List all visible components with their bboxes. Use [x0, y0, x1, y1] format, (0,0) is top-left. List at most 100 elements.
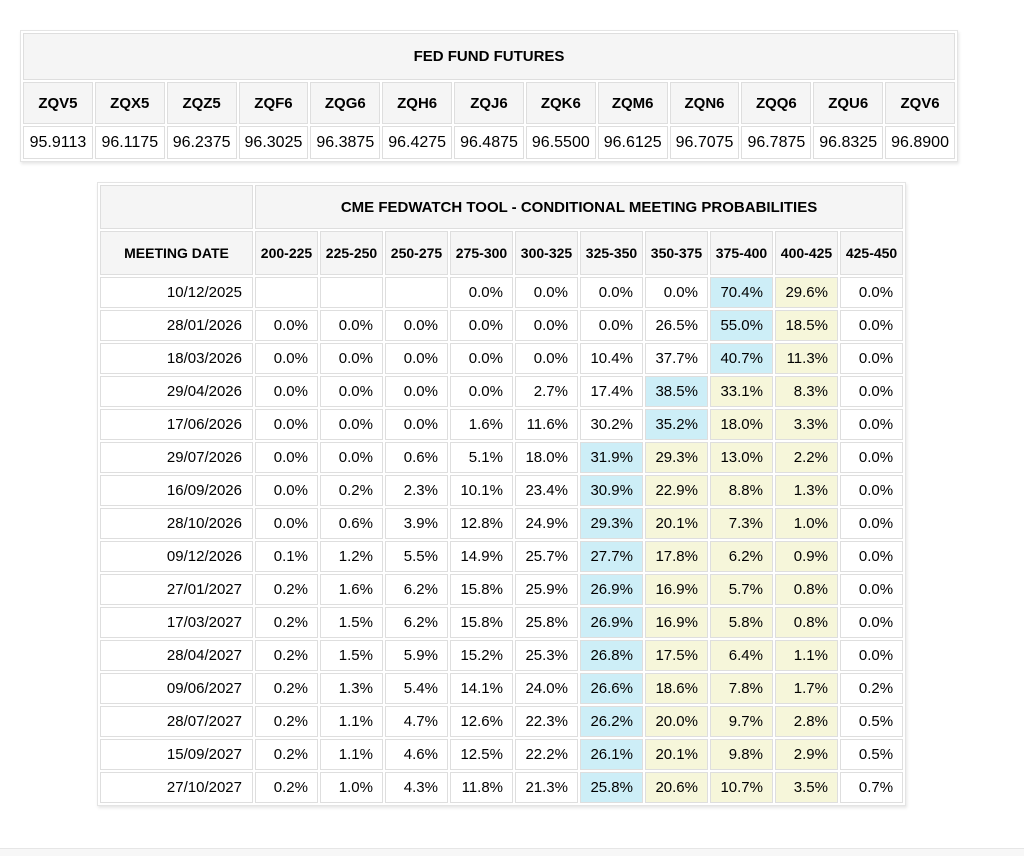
probability-cell: 11.3% [775, 343, 838, 374]
probability-cell: 1.7% [775, 673, 838, 704]
futures-symbol-cell: ZQJ6 [454, 82, 524, 124]
probability-cell: 5.1% [450, 442, 513, 473]
fedwatch-row: 28/10/2026 0.0% 0.6% 3.9% 12.8% 24.9% 29.3% 20.… [100, 508, 904, 539]
fedwatch-row: 29/04/2026 0.0% 0.0% 0.0% 0.0% 2.7% 17.4% 38.5%… [100, 376, 904, 407]
probability-cell: 0.0% [840, 508, 904, 539]
probability-cell: 5.7% [710, 574, 773, 605]
probability-cell: 0.2% [255, 673, 318, 704]
fedwatch-section: CME FEDWATCH TOOL - CONDITIONAL MEETING … [97, 182, 1024, 806]
probability-cell: 16.9% [645, 607, 708, 638]
meeting-date-cell: 17/03/2027 [100, 607, 253, 638]
probability-cell: 22.2% [515, 739, 578, 770]
probability-cell: 0.2% [840, 673, 904, 704]
probability-cell: 20.6% [645, 772, 708, 803]
probability-cell: 18.5% [775, 310, 838, 341]
probability-cell: 1.1% [775, 640, 838, 671]
rate-range-header: 250-275 [385, 231, 448, 275]
futures-symbol-cell: ZQU6 [813, 82, 884, 124]
futures-symbol-cell: ZQV6 [885, 82, 955, 124]
probability-cell: 6.2% [385, 574, 448, 605]
futures-symbol-cell: ZQQ6 [741, 82, 812, 124]
probability-cell: 12.8% [450, 508, 513, 539]
meeting-date-cell: 29/04/2026 [100, 376, 253, 407]
meeting-date-header: MEETING DATE [100, 231, 253, 275]
probability-cell: 18.6% [645, 673, 708, 704]
probability-cell: 0.1% [255, 541, 318, 572]
rate-range-header: 300-325 [515, 231, 578, 275]
probability-cell: 23.4% [515, 475, 578, 506]
fedwatch-corner-cell [100, 185, 253, 229]
probability-cell: 24.9% [515, 508, 578, 539]
probability-cell: 14.1% [450, 673, 513, 704]
fedwatch-row: 29/07/2026 0.0% 0.0% 0.6% 5.1% 18.0% 31.9% 29.3… [100, 442, 904, 473]
probability-cell: 25.3% [515, 640, 578, 671]
meeting-date-cell: 28/10/2026 [100, 508, 253, 539]
probability-cell: 18.0% [515, 442, 578, 473]
fedwatch-row: 17/06/2026 0.0% 0.0% 0.0% 1.6% 11.6% 30.2% 35.2… [100, 409, 904, 440]
futures-symbol-cell: ZQK6 [525, 82, 596, 124]
probability-cell: 0.0% [320, 409, 383, 440]
probability-cell: 0.0% [580, 310, 643, 341]
probability-cell: 0.0% [515, 343, 578, 374]
probability-cell: 11.8% [450, 772, 513, 803]
probability-cell: 27.7% [580, 541, 643, 572]
probability-cell: 0.7% [840, 772, 904, 803]
probability-cell: 2.8% [775, 706, 838, 737]
fedwatch-row: 15/09/2027 0.2% 1.1% 4.6% 12.5% 22.2% 26.1% 20.… [100, 739, 904, 770]
probability-cell: 0.0% [645, 277, 708, 308]
probability-cell: 20.1% [645, 508, 708, 539]
probability-cell: 0.9% [775, 541, 838, 572]
probability-cell: 15.8% [450, 607, 513, 638]
rate-range-header: 225-250 [320, 231, 383, 275]
fedwatch-row: 09/06/2027 0.2% 1.3% 5.4% 14.1% 24.0% 26.6% 18.… [100, 673, 904, 704]
probability-cell: 0.2% [255, 640, 318, 671]
probability-cell: 20.1% [645, 739, 708, 770]
probability-cell: 55.0% [710, 310, 773, 341]
probability-cell: 9.7% [710, 706, 773, 737]
probability-cell: 1.6% [450, 409, 513, 440]
futures-title-row: FED FUND FUTURES [23, 33, 955, 80]
probability-cell: 15.2% [450, 640, 513, 671]
rate-range-header: 350-375 [645, 231, 708, 275]
probability-cell: 1.0% [775, 508, 838, 539]
futures-price-cell: 96.6125 [597, 126, 668, 159]
futures-symbol-cell: ZQZ5 [166, 82, 237, 124]
probability-cell: 5.8% [710, 607, 773, 638]
probability-cell: 0.0% [385, 310, 448, 341]
futures-price-cell: 96.8325 [813, 126, 884, 159]
meeting-date-cell: 17/06/2026 [100, 409, 253, 440]
probability-cell: 4.3% [385, 772, 448, 803]
probability-cell: 0.0% [255, 376, 318, 407]
probability-cell: 26.5% [645, 310, 708, 341]
probability-cell: 22.9% [645, 475, 708, 506]
probability-cell: 0.2% [255, 772, 318, 803]
probability-cell: 0.0% [840, 409, 904, 440]
futures-table: FED FUND FUTURES ZQV5 ZQX5 ZQZ5 ZQF6 ZQG6 ZQH… [20, 30, 958, 162]
probability-cell: 0.0% [320, 376, 383, 407]
probability-cell: 31.9% [580, 442, 643, 473]
meeting-date-cell: 28/04/2027 [100, 640, 253, 671]
probability-cell: 10.4% [580, 343, 643, 374]
probability-cell: 7.8% [710, 673, 773, 704]
probability-cell: 5.4% [385, 673, 448, 704]
meeting-date-cell: 28/01/2026 [100, 310, 253, 341]
meeting-date-cell: 29/07/2026 [100, 442, 253, 473]
rate-range-header: 425-450 [840, 231, 904, 275]
fedwatch-row: 16/09/2026 0.0% 0.2% 2.3% 10.1% 23.4% 30.9% 22.… [100, 475, 904, 506]
probability-cell: 0.0% [515, 310, 578, 341]
probability-cell: 0.0% [320, 310, 383, 341]
probability-cell: 25.8% [580, 772, 643, 803]
probability-cell: 0.0% [320, 343, 383, 374]
probability-cell: 16.9% [645, 574, 708, 605]
probability-cell: 6.2% [385, 607, 448, 638]
futures-symbol-cell: ZQM6 [597, 82, 668, 124]
probability-cell: 3.5% [775, 772, 838, 803]
fedwatch-row: 10/12/2025 0.0% 0.0% 0.0% 0.0% 70.4% 29.6% 0.0% [100, 277, 904, 308]
probability-cell: 6.4% [710, 640, 773, 671]
probability-cell: 0.0% [840, 376, 904, 407]
probability-cell: 0.0% [840, 277, 904, 308]
fedwatch-table: CME FEDWATCH TOOL - CONDITIONAL MEETING … [97, 182, 907, 806]
probability-cell: 0.0% [840, 343, 904, 374]
probability-cell [385, 277, 448, 308]
probability-cell: 8.8% [710, 475, 773, 506]
